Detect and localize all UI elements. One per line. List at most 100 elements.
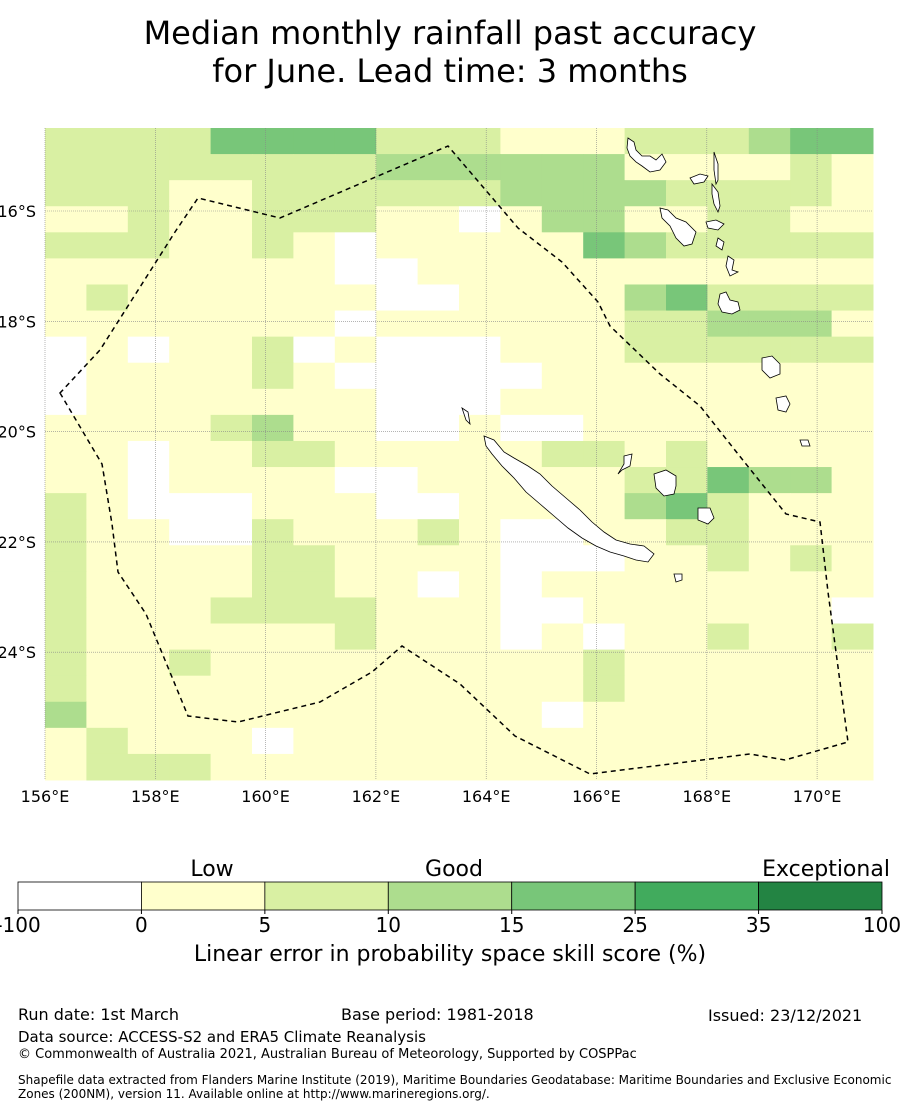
grid-cell [666,336,708,364]
grid-cell [334,753,377,781]
grid-cell [831,467,874,494]
coastlines [461,137,811,583]
grid-cell [252,727,294,755]
grid-cell [417,154,460,181]
grid-cell [417,727,460,755]
grid-cell [45,597,87,625]
grid-cell [169,258,212,285]
grid-cell [583,467,626,494]
grid-cell [86,727,129,755]
colorbar-tick-label: 100 [863,913,900,937]
island-ambae [689,173,709,185]
grid-cell [127,388,170,416]
grid-cell [831,545,874,572]
grid-cell [86,362,129,390]
grid-cell [86,310,129,338]
grid-cell [790,701,833,729]
grid-cell [86,753,129,781]
grid-cell [541,545,584,572]
grid-cell [127,623,170,651]
island-malakula [659,207,697,247]
grid-cell [210,519,253,546]
grid-cell [748,206,791,233]
map-plot: 156°E 158°E 160°E 162°E 164°E 166°E 168°E 170°E… [0,128,874,806]
grid-cell [417,571,460,598]
grid-cell [500,336,543,364]
grid-cell [252,597,294,625]
grid-cell [459,258,501,285]
grid-cell [252,388,294,416]
grid-cell [376,128,419,155]
shapefile-credit: Shapefile data extracted from Flanders M… [18,1073,900,1101]
grid-cell [210,753,253,781]
grid-cell [293,597,336,625]
grid-cell [376,388,419,416]
grid-cell [541,675,584,703]
grid-cell [541,388,584,416]
grid-cell [169,493,212,520]
grid-cell [459,128,501,155]
grid-cell [210,467,253,494]
grid-cell [748,493,791,520]
grid-cell [541,623,584,651]
grid-cell [127,154,170,181]
grid-cell [541,649,584,677]
grid-cell [293,440,336,468]
grid-cell [86,128,129,155]
grid-cell [583,571,626,598]
grid-cell [541,180,584,207]
grid-cell [334,571,377,598]
grid-cell [583,440,626,468]
grid-cell [169,623,212,651]
grid-cell [86,258,129,285]
grid-cell [500,753,543,781]
island-ile-des-pins [673,573,683,583]
grid-cell [624,362,667,390]
grid-cell [624,623,667,651]
grid-cell [583,206,626,233]
x-tick-label: 164°E [462,787,511,806]
eez-boundary [59,145,849,775]
grid-cell [210,701,253,729]
grid-cell [417,440,460,468]
grid-cell [624,753,667,781]
grid-cell [127,258,170,285]
grid-cell [831,571,874,598]
island-ouvea [617,453,633,475]
grid-cell [293,571,336,598]
grid-cell [376,467,419,494]
grid-cell [666,649,708,677]
grid-cell [127,128,170,155]
grid-cell [334,675,377,703]
shapefile-credit-line-2: Zones (200NM), version 11. Available onl… [18,1087,490,1101]
grid-cell [790,414,833,442]
grid-cell [376,519,419,546]
grid-cell [127,232,170,259]
colorbar-tick-label: 25 [622,913,647,937]
grid-cell [417,362,460,390]
skill-grid [45,128,874,781]
grid-cell [831,597,874,625]
grid-cell [790,519,833,546]
island-tanna [775,395,791,413]
grid-cell [252,336,294,364]
grid-cell [86,649,129,677]
grid-cell [210,649,253,677]
island-ambrym [705,219,725,231]
grid-cell [334,597,377,625]
island-aneityum [799,439,811,447]
grid-cell [417,388,460,416]
grid-cell [666,701,708,729]
grid-cell [169,310,212,338]
grid-cell [624,701,667,729]
grid-cell [500,597,543,625]
grid-cell [169,649,212,677]
grid-cell [334,493,377,520]
grid-cell [624,310,667,338]
colorbar-swatch [387,881,513,911]
grid-cell [831,206,874,233]
grid-cell [707,414,750,442]
grid-cell [748,284,791,312]
grid-cell [86,336,129,364]
grid-cell [252,701,294,729]
